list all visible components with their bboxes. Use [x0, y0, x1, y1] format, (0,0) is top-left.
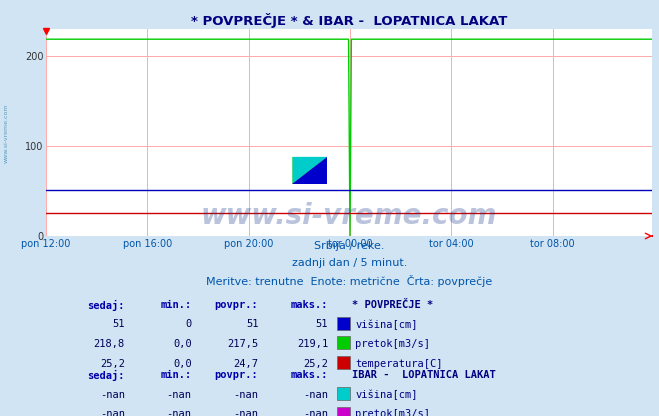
Polygon shape	[293, 157, 328, 184]
Text: povpr.:: povpr.:	[215, 370, 258, 380]
Text: 0,0: 0,0	[173, 359, 192, 369]
Text: povpr.:: povpr.:	[215, 300, 258, 310]
Text: Meritve: trenutne  Enote: metrične  Črta: povprečje: Meritve: trenutne Enote: metrične Črta: …	[206, 275, 492, 287]
Text: 25,2: 25,2	[303, 359, 328, 369]
Text: IBAR -  LOPATNICA LAKAT: IBAR - LOPATNICA LAKAT	[353, 370, 496, 380]
Text: temperatura[C]: temperatura[C]	[355, 359, 443, 369]
Text: pretok[m3/s]: pretok[m3/s]	[355, 409, 430, 416]
Text: * POVPREČJE *: * POVPREČJE *	[353, 300, 434, 310]
Text: 51: 51	[316, 319, 328, 329]
Text: pretok[m3/s]: pretok[m3/s]	[355, 339, 430, 349]
Text: višina[cm]: višina[cm]	[355, 319, 418, 329]
FancyBboxPatch shape	[337, 337, 351, 349]
Text: 217,5: 217,5	[227, 339, 258, 349]
Text: 0: 0	[185, 319, 192, 329]
Text: 24,7: 24,7	[233, 359, 258, 369]
Polygon shape	[293, 157, 328, 184]
FancyBboxPatch shape	[337, 356, 351, 369]
Text: www.si-vreme.com: www.si-vreme.com	[201, 202, 498, 230]
Text: 51: 51	[113, 319, 125, 329]
Text: 218,8: 218,8	[94, 339, 125, 349]
Text: sedaj:: sedaj:	[88, 370, 125, 381]
Text: -nan: -nan	[167, 390, 192, 400]
Text: -nan: -nan	[303, 409, 328, 416]
Text: min.:: min.:	[160, 300, 192, 310]
Text: 51: 51	[246, 319, 258, 329]
Text: min.:: min.:	[160, 370, 192, 380]
Bar	[293, 157, 328, 184]
Text: -nan: -nan	[100, 409, 125, 416]
Text: 0,0: 0,0	[173, 339, 192, 349]
Text: -nan: -nan	[233, 390, 258, 400]
Text: višina[cm]: višina[cm]	[355, 390, 418, 400]
Text: -nan: -nan	[303, 390, 328, 400]
Text: 219,1: 219,1	[297, 339, 328, 349]
Text: -nan: -nan	[233, 409, 258, 416]
Text: Srbija / reke.: Srbija / reke.	[314, 241, 384, 251]
Text: maks.:: maks.:	[291, 300, 328, 310]
FancyBboxPatch shape	[337, 407, 351, 416]
Text: 25,2: 25,2	[100, 359, 125, 369]
Text: zadnji dan / 5 minut.: zadnji dan / 5 minut.	[291, 258, 407, 268]
Text: -nan: -nan	[100, 390, 125, 400]
FancyBboxPatch shape	[337, 317, 351, 329]
Title: * POVPREČJE * & IBAR -  LOPATNICA LAKAT: * POVPREČJE * & IBAR - LOPATNICA LAKAT	[191, 13, 507, 28]
FancyBboxPatch shape	[337, 387, 351, 400]
Text: -nan: -nan	[167, 409, 192, 416]
Text: www.si-vreme.com: www.si-vreme.com	[4, 103, 9, 163]
Text: maks.:: maks.:	[291, 370, 328, 380]
Text: sedaj:: sedaj:	[88, 300, 125, 311]
